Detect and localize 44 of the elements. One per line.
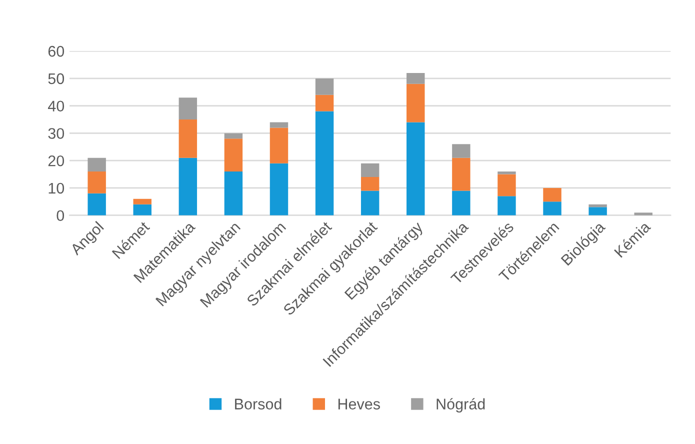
- bar: [88, 193, 106, 216]
- bar: [224, 138, 243, 172]
- bar: [178, 98, 198, 120]
- bar: [452, 144, 470, 158]
- bar: [178, 158, 198, 216]
- bar: [498, 196, 516, 216]
- bar: [406, 84, 425, 122]
- y-tick-label: 10: [48, 182, 64, 194]
- bar: [133, 198, 152, 204]
- bar: [406, 72, 425, 84]
- bar: [360, 177, 380, 191]
- legend-label: Heves: [338, 398, 380, 410]
- bar: [634, 212, 652, 216]
- bar: [543, 202, 562, 216]
- bar: [224, 133, 243, 139]
- legend-label: Nógrád: [436, 398, 485, 412]
- bar: [498, 172, 516, 174]
- y-tick-label: 20: [48, 155, 64, 166]
- y-tick-label: 60: [48, 46, 64, 57]
- bar: [360, 163, 380, 178]
- bar: [498, 174, 516, 196]
- y-tick-label: 0: [56, 210, 64, 222]
- bar: [588, 207, 607, 216]
- bar: [88, 172, 106, 194]
- bar: [452, 158, 470, 191]
- bar: [406, 122, 425, 216]
- bar: [452, 190, 470, 216]
- bar: [88, 158, 106, 172]
- bar: [315, 78, 334, 95]
- y-tick-label: 40: [48, 100, 64, 112]
- legend-label: Borsod: [235, 398, 282, 410]
- bar: [133, 204, 152, 216]
- bar: [543, 188, 562, 202]
- bar: [270, 128, 288, 164]
- y-tick-label: 30: [48, 128, 64, 139]
- bar: [178, 120, 198, 158]
- bar: [588, 204, 607, 208]
- bar: [315, 111, 334, 216]
- y-tick-label: 50: [48, 73, 64, 84]
- bar: [224, 172, 243, 216]
- bar: [315, 94, 334, 112]
- bar: [270, 163, 288, 216]
- bar: [360, 190, 380, 216]
- bar: [270, 122, 288, 128]
